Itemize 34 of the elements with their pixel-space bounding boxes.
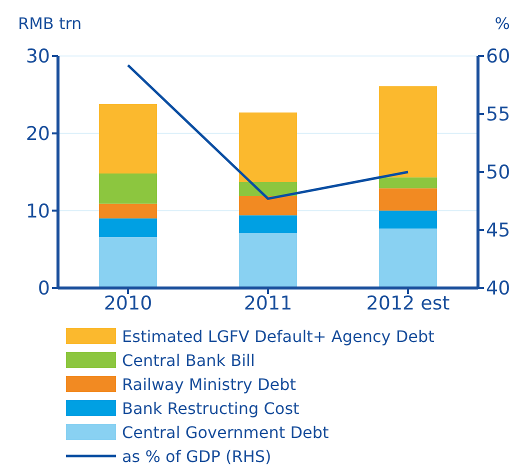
bar	[239, 233, 297, 288]
y-tick-label: 20	[26, 123, 50, 146]
bar	[99, 204, 157, 218]
bar	[379, 86, 437, 178]
bar	[99, 174, 157, 204]
legend-label: as % of GDP (RHS)	[122, 446, 272, 466]
bar	[239, 112, 297, 182]
bar	[99, 218, 157, 237]
bar	[239, 215, 297, 234]
bar	[379, 177, 437, 188]
x-tick-label: 2010	[104, 292, 152, 314]
y-tick-label: 10	[26, 200, 50, 222]
x-tick-label: 2012 est	[366, 292, 450, 314]
bar	[379, 228, 437, 288]
y2-tick-label: 40	[486, 278, 510, 300]
y2-tick-label: 55	[486, 104, 510, 126]
legend-label: Central Bank Bill	[122, 350, 255, 370]
bar	[239, 196, 297, 216]
y2-tick-label: 45	[486, 220, 510, 242]
legend-label: Railway Ministry Debt	[122, 374, 296, 394]
y-axis-title: RMB trn	[18, 14, 82, 33]
bar	[379, 210, 437, 228]
bar	[99, 236, 157, 288]
y2-tick-label: 50	[486, 162, 510, 184]
x-tick-label: 2011	[244, 292, 292, 314]
y-tick-label: 30	[26, 46, 50, 68]
bar	[99, 104, 157, 174]
legend-label: Estimated LGFV Default+ Agency Debt	[122, 326, 434, 346]
y-tick-label: 0	[38, 278, 50, 300]
legend-label: Bank Restructing Cost	[122, 398, 300, 418]
legend-label: Central Government Debt	[122, 422, 329, 442]
y2-tick-label: 60	[486, 46, 510, 68]
y2-axis-title: %	[494, 14, 510, 33]
bar	[379, 188, 437, 211]
